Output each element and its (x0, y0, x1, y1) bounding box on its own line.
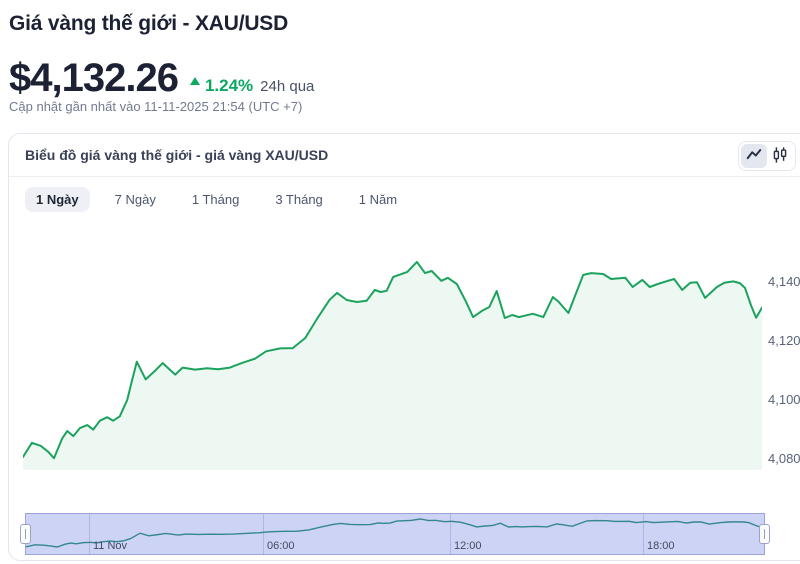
x-label-0600: 06:00 (267, 540, 295, 552)
price-line-chart[interactable] (23, 230, 762, 470)
price-row: $4,132.26 1.24% 24h qua (9, 56, 314, 101)
x-label-1200: 12:00 (454, 540, 482, 552)
tab-3-months[interactable]: 3 Tháng (264, 187, 333, 212)
line-chart-icon (745, 146, 763, 167)
navigator-gridline (89, 514, 90, 554)
tab-1-month[interactable]: 1 Tháng (181, 187, 250, 212)
page-title: Giá vàng thế giới - XAU/USD (9, 12, 289, 35)
navigator-gridline (450, 514, 451, 554)
range-tabs: 1 Ngày 7 Ngày 1 Tháng 3 Tháng 1 Năm (25, 187, 422, 212)
x-label-11nov: 11 Nov (93, 540, 128, 552)
chart-card-header: Biểu đồ giá vàng thế giới - giá vàng XAU… (9, 134, 800, 177)
y-tick-4120: 4,120 (768, 332, 800, 348)
navigator-left-handle[interactable] (20, 524, 31, 544)
y-tick-4140: 4,140 (768, 273, 800, 289)
range-navigator[interactable]: 11 Nov 06:00 12:00 18:00 (20, 513, 770, 555)
candlestick-chart-icon (771, 146, 789, 167)
price-change: 1.24% 24h qua (189, 76, 315, 96)
change-period-label: 24h qua (260, 78, 315, 95)
last-updated-text: Cập nhật gần nhất vào 11-11-2025 21:54 (… (9, 99, 303, 114)
x-label-1800: 18:00 (647, 540, 675, 552)
up-arrow-icon (189, 77, 200, 85)
chart-card-title: Biểu đồ giá vàng thế giới - giá vàng XAU… (25, 147, 329, 163)
change-percent: 1.24% (204, 76, 254, 95)
chart-price-line (23, 260, 762, 460)
current-price: $4,132.26 (9, 56, 179, 100)
navigator-right-handle[interactable] (759, 524, 770, 544)
y-tick-4100: 4,100 (768, 392, 800, 408)
chart-area-fill (23, 261, 762, 470)
tab-1-year[interactable]: 1 Năm (348, 187, 408, 212)
chart-card: Biểu đồ giá vàng thế giới - giá vàng XAU… (8, 133, 800, 561)
y-axis: 4,140 4,120 4,100 4,080 (768, 230, 800, 470)
tab-7-days[interactable]: 7 Ngày (104, 187, 167, 212)
tab-1-day[interactable]: 1 Ngày (25, 187, 90, 212)
navigator-gridline (643, 514, 644, 554)
navigator-gridline (263, 514, 264, 554)
chart-type-toggle (738, 141, 796, 171)
navigator-mini-line (26, 518, 766, 548)
candlestick-chart-toggle-button[interactable] (767, 144, 793, 168)
y-tick-4080: 4,080 (768, 451, 800, 467)
line-chart-toggle-button[interactable] (741, 144, 767, 168)
